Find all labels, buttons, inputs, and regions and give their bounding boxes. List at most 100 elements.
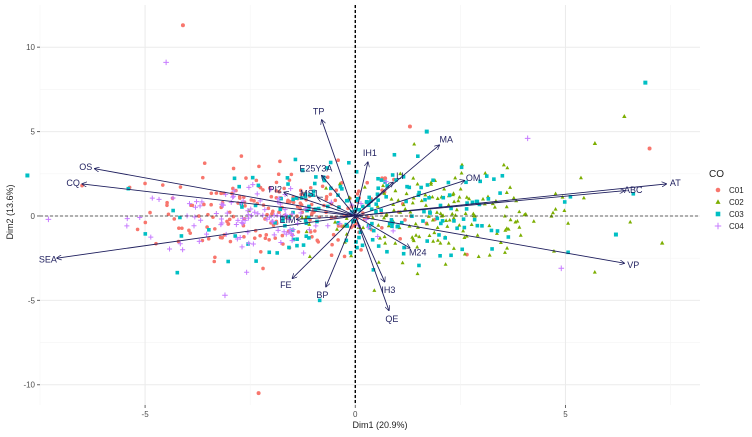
point-c01 [213,255,217,260]
point-c02 [487,253,492,257]
point-c04 [233,222,239,228]
point-c04 [313,223,319,229]
point-c03 [175,270,180,275]
legend-label-c02: C02 [729,198,744,207]
point-c03 [340,187,344,191]
point-c02 [432,230,437,235]
point-c02 [382,191,387,195]
point-c02 [389,197,394,201]
point-c02 [411,238,416,243]
point-c01 [309,212,314,217]
point-c01 [315,238,320,243]
point-c03 [143,232,148,236]
x-tick-label: -5 [142,410,150,419]
point-c01 [261,266,265,271]
point-c03 [379,208,383,213]
point-c01 [180,226,184,231]
point-c02 [475,233,480,237]
point-c01 [143,220,148,225]
y-tick-label: -5 [28,296,36,305]
point-c03 [498,191,502,195]
point-c02 [427,233,432,238]
point-c03 [431,178,435,183]
point-c04 [325,223,331,229]
point-c02 [430,217,435,222]
point-c02 [381,183,386,188]
point-c01 [267,237,271,242]
point-c03 [246,242,250,246]
point-c01 [257,164,261,169]
arrow-label-eim: EIM [279,215,295,225]
point-c03 [428,210,432,214]
point-c04 [289,238,295,244]
point-c03 [287,245,291,250]
arrow-m24 [355,215,410,248]
arrow-label-om: OM [466,173,481,183]
point-c04 [260,212,266,218]
point-c01 [209,191,214,196]
point-c04 [237,235,243,241]
point-c04 [45,216,52,223]
point-c02 [517,225,522,229]
point-c01 [280,233,285,238]
point-c03 [25,173,30,178]
point-c03 [399,220,404,225]
point-c02 [553,207,558,211]
point-c03 [287,215,292,219]
point-c03 [291,197,295,202]
point-c02 [451,246,456,250]
point-c01 [165,200,169,205]
point-c04 [240,221,246,227]
point-c04 [281,229,287,235]
point-c01 [190,203,195,208]
point-c02 [404,191,409,196]
point-c02 [344,216,349,220]
point-c02 [333,219,338,224]
point-c04 [271,212,277,218]
point-c03 [376,176,380,181]
point-c02 [415,181,420,186]
point-c04 [286,216,292,223]
arrow-abc [355,191,624,217]
point-c03 [370,221,374,226]
point-c02 [408,209,413,214]
point-c02 [553,191,558,196]
point-c02 [307,222,312,226]
point-c01 [277,190,282,194]
point-c02 [508,217,513,222]
point-c02 [498,240,503,244]
point-c02 [425,221,430,226]
point-c03 [447,193,452,197]
point-c02 [370,215,375,220]
point-c03 [370,237,375,242]
point-c02 [462,235,467,240]
point-c02 [506,227,511,231]
point-c03 [306,215,311,220]
point-c03 [317,298,322,303]
point-c04 [301,250,307,256]
point-c01 [278,159,282,164]
point-c02 [460,162,464,167]
arrow-ih1 [354,162,368,217]
point-c01 [289,172,294,177]
point-c02 [415,244,420,249]
point-c02 [438,211,443,215]
point-c03 [281,218,285,223]
point-c03 [325,166,330,170]
arrow-label-pi2: PI2 [269,185,283,195]
point-c01 [143,181,147,186]
point-c02 [337,181,342,186]
point-c03 [425,239,430,243]
point-c03 [367,195,371,200]
arrow-label-li: LI [396,171,404,181]
point-c04 [288,186,294,192]
point-c03 [562,200,567,204]
point-c04 [148,234,154,240]
point-c03 [278,207,283,212]
point-c04 [220,202,226,208]
y-tick-label: 0 [31,212,36,221]
point-c04 [199,199,205,205]
legend-title: CO [709,169,724,180]
point-c02 [505,165,510,170]
point-c03 [303,192,308,197]
